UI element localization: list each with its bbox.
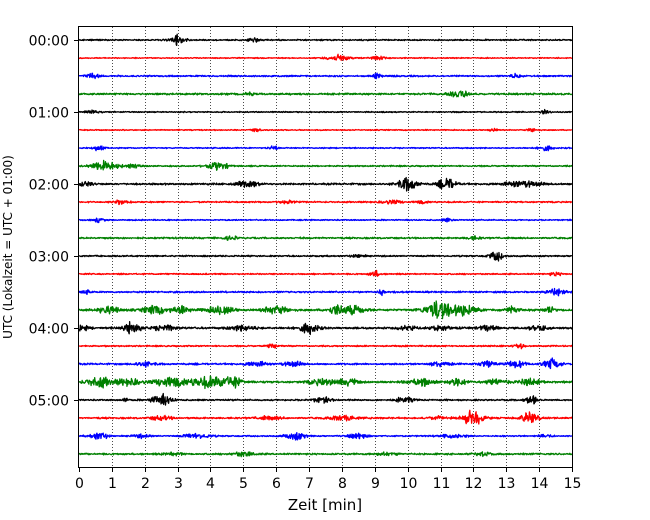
trace-row-18 [78, 357, 573, 370]
trace-row-10 [78, 217, 573, 224]
y-axis-label: UTC (Lokalzeit = UTC + 01:00) [1, 155, 15, 339]
x-tick-label: 1 [108, 476, 117, 492]
trace-row-16 [78, 321, 573, 336]
trace-row-1 [78, 53, 573, 61]
x-tick-label: 15 [564, 476, 582, 492]
trace-row-9 [78, 199, 573, 206]
minute-grid [112, 27, 540, 467]
trace-row-19 [78, 375, 573, 390]
trace-row-15 [78, 300, 573, 320]
y-axis-ticks: 00:00 01:00 02:00 03:00 04:00 05:00 [29, 34, 79, 410]
trace-row-5 [78, 127, 573, 133]
trace-rows [78, 33, 573, 458]
x-tick-label: 4 [206, 476, 215, 492]
y-tick-label: 04:00 [29, 322, 69, 338]
trace-row-7 [78, 159, 573, 171]
y-tick-label: 01:00 [29, 106, 69, 122]
x-tick-label: 6 [272, 476, 281, 492]
trace-row-13 [78, 269, 573, 277]
trace-row-21 [78, 409, 573, 425]
trace-row-23 [78, 451, 573, 458]
trace-row-6 [78, 145, 573, 152]
x-axis-label: Zeit [min] [288, 496, 362, 514]
y-tick-label: 05:00 [29, 394, 69, 410]
y-tick-label: 02:00 [29, 178, 69, 194]
y-tick-label: 00:00 [29, 34, 69, 50]
x-tick-label: 0 [75, 476, 84, 492]
x-tick-label: 2 [141, 476, 150, 492]
x-tick-label: 7 [305, 476, 314, 492]
x-tick-label: 8 [338, 476, 347, 492]
trace-row-2 [78, 72, 573, 80]
x-tick-label: 3 [174, 476, 183, 492]
x-axis-ticks: 0 1 2 3 4 5 6 7 8 9 10 11 12 13 14 15 [75, 467, 581, 492]
trace-row-22 [78, 432, 573, 441]
trace-row-8 [78, 176, 573, 192]
plot-frame [78, 26, 573, 468]
x-tick-label: 13 [498, 476, 516, 492]
trace-row-11 [78, 235, 573, 241]
trace-row-4 [78, 108, 573, 115]
x-tick-label: 14 [531, 476, 549, 492]
y-tick-label: 03:00 [29, 250, 69, 266]
trace-row-0 [78, 33, 573, 47]
x-tick-label: 9 [371, 476, 380, 492]
trace-row-17 [78, 343, 573, 350]
trace-row-3 [78, 90, 573, 98]
trace-row-20 [78, 392, 573, 406]
x-tick-label: 10 [400, 476, 418, 492]
trace-row-14 [78, 287, 573, 297]
x-tick-label: 5 [239, 476, 248, 492]
trace-row-12 [78, 251, 573, 262]
x-tick-label: 12 [465, 476, 483, 492]
x-tick-label: 11 [433, 476, 451, 492]
